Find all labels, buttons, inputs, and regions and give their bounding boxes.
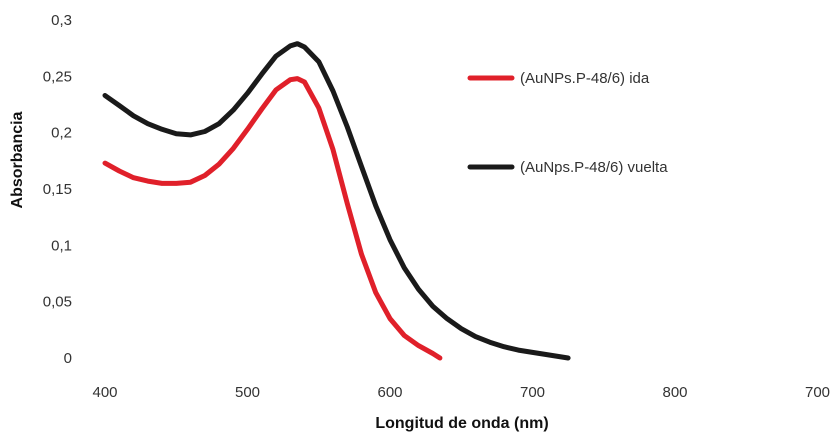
legend: (AuNPs.P-48/6) ida (AuNps.P-48/6) vuelta [467,70,668,176]
y-tick-label: 0,05 [43,294,72,311]
series-line-2 [102,41,571,361]
y-tick-label: 0,1 [51,237,72,254]
x-tick-label: 800 [662,384,687,401]
y-tick-label: 0 [64,350,72,367]
y-tick-label: 0,2 [51,125,72,142]
legend-label-1: (AuNPs.P-48/6) ida [520,70,650,87]
x-tick-label: 700 [520,384,545,401]
series-lines [102,41,571,361]
y-tick-label: 0,3 [51,12,72,29]
x-axis-title: Longitud de onda (nm) [375,415,548,432]
y-axis-title: Absorbancia [9,111,26,208]
y-tick-label: 0,25 [43,68,72,85]
legend-label-2: (AuNps.P-48/6) vuelta [520,159,668,176]
x-tick-label: 500 [235,384,260,401]
y-tick-label: 0,15 [43,181,72,198]
x-tick-label: 600 [377,384,402,401]
x-axis-ticks: 400 500 600 700 800 700 [92,384,830,401]
x-tick-label: 400 [92,384,117,401]
x-tick-label: 700 [805,384,830,401]
y-axis-ticks: 0 0,05 0,1 0,15 0,2 0,25 0,3 [43,12,72,367]
series-line-1 [102,76,443,361]
